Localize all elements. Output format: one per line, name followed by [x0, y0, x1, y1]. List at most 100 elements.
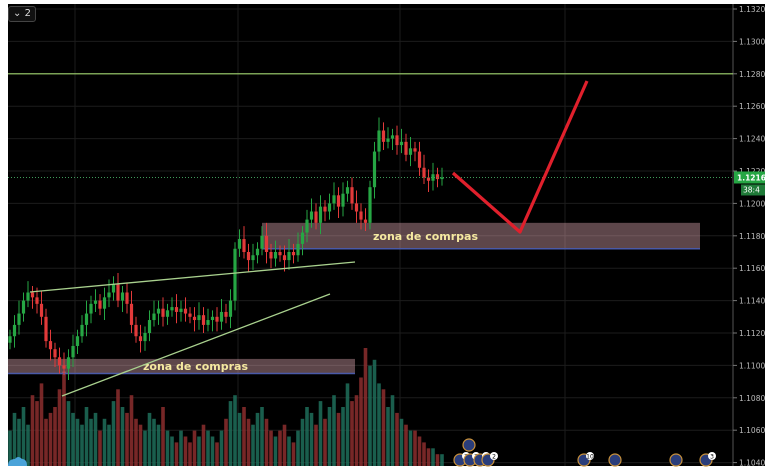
candle [309, 211, 314, 220]
candle [138, 336, 143, 342]
event-flag-icon[interactable] [462, 438, 476, 452]
countdown-value: 38:4 [743, 185, 760, 194]
volume-bar [129, 395, 134, 466]
volume-bar [399, 418, 404, 466]
volume-bar [8, 430, 12, 466]
candle [89, 303, 93, 314]
candle [314, 211, 318, 223]
volume-bar [341, 407, 345, 466]
y-tick-label: 1.1240 [739, 135, 765, 144]
volume-bar [395, 412, 399, 466]
volume-bar [183, 436, 188, 466]
event-flag-icon[interactable] [669, 453, 683, 467]
volume-bar [224, 418, 228, 466]
candle [404, 141, 408, 155]
candle [291, 252, 296, 256]
buy-zone[interactable] [8, 358, 355, 374]
candle [62, 365, 66, 369]
candle [134, 324, 138, 337]
volume-bar [386, 407, 390, 466]
countdown-tag [741, 184, 765, 196]
volume-bar [152, 418, 156, 466]
volume-bar [377, 383, 381, 466]
price-tag-value: 1.1216 [737, 173, 765, 182]
candle [435, 174, 440, 180]
volume-bar [39, 383, 44, 466]
volume-bar [138, 424, 143, 466]
cloud-icon[interactable] [8, 457, 27, 466]
candle [35, 297, 39, 304]
price-axis[interactable] [733, 4, 765, 466]
volume-bar [287, 436, 291, 466]
candle [368, 187, 372, 223]
volume-bar [251, 424, 255, 466]
volume-bar [237, 412, 242, 466]
volume-bar [21, 407, 26, 466]
candle [224, 311, 228, 317]
candle [246, 252, 251, 261]
y-tick-label: 1.1100 [739, 361, 765, 370]
y-tick-label: 1.1160 [739, 264, 765, 273]
event-flag-icon[interactable] [608, 453, 622, 467]
candle [102, 297, 107, 309]
volume-bar [192, 430, 197, 466]
candle [278, 252, 282, 256]
volume-bar [336, 412, 341, 466]
chevron-down-icon: ⌄ [13, 8, 25, 19]
event-count-badge [708, 452, 716, 460]
candle [183, 308, 188, 314]
buy-zone[interactable] [262, 222, 700, 249]
candle [75, 336, 80, 346]
candle [269, 252, 273, 259]
volume-bar [300, 418, 305, 466]
candle [39, 303, 44, 317]
volume-bar [291, 442, 296, 466]
volume-bar [228, 401, 233, 466]
volume-bar [332, 395, 336, 466]
candle [296, 243, 300, 256]
candle [98, 300, 102, 309]
volume-bar [269, 430, 273, 466]
volume-bar [372, 359, 377, 466]
volume-bar [147, 412, 152, 466]
candle [413, 148, 417, 152]
legend-toggle-button[interactable]: ⌄ 2 [8, 6, 36, 22]
y-tick-label: 1.1080 [739, 394, 765, 403]
candle [386, 138, 390, 142]
volume-bar [12, 412, 17, 466]
candle [80, 324, 84, 337]
volume-bar [17, 418, 21, 466]
candle [120, 292, 125, 301]
candle [381, 130, 386, 142]
volume-bar [273, 436, 278, 466]
event-count: 3 [710, 454, 714, 461]
candle [188, 313, 192, 317]
candle [255, 248, 260, 256]
candle [179, 308, 183, 312]
volume-bar [98, 430, 102, 466]
candle [426, 177, 431, 181]
volume-bar [179, 430, 183, 466]
trendline-lower[interactable] [61, 293, 331, 397]
candle [44, 316, 48, 342]
volume-bar [210, 436, 215, 466]
volume-bar [197, 436, 201, 466]
y-tick-label: 1.1120 [739, 329, 765, 338]
y-tick-label: 1.1320 [739, 5, 765, 14]
candle [417, 151, 422, 168]
trendline-upper[interactable] [29, 261, 356, 293]
volume-bar [93, 412, 98, 466]
volume-bar [84, 407, 89, 466]
volume-bar [413, 430, 417, 466]
volume-bar [363, 348, 368, 466]
projection-path[interactable] [451, 80, 589, 234]
candle [165, 310, 170, 317]
candle [395, 135, 399, 146]
candle [341, 193, 345, 207]
candle [318, 206, 323, 223]
volume-bar [350, 401, 354, 466]
volume-bar [116, 389, 120, 466]
volume-bar [206, 430, 210, 466]
